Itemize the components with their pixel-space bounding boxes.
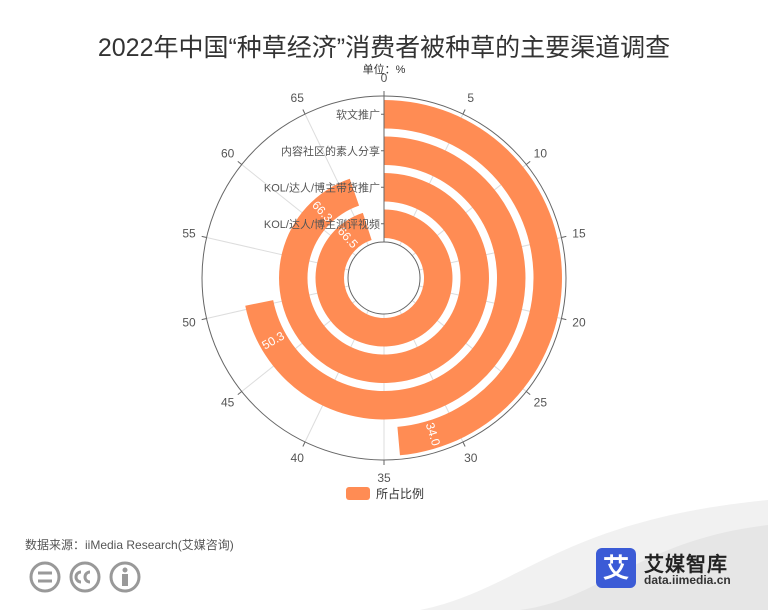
angle-tick-label: 55 bbox=[182, 226, 196, 240]
angle-tick-label: 45 bbox=[221, 396, 235, 410]
cc-icon bbox=[69, 561, 101, 593]
category-label: KOL/达人/博主测评视频 bbox=[264, 217, 380, 231]
angle-tick-label: 40 bbox=[291, 451, 305, 465]
brand-logo-block: 艾 艾媒智库 data.iimedia.cn bbox=[596, 548, 746, 592]
category-label: KOL/达人/博主带货推广 bbox=[264, 180, 380, 194]
creative-commons-icons bbox=[29, 561, 141, 593]
equal-icon bbox=[29, 561, 61, 593]
axis-tick bbox=[237, 391, 243, 395]
angle-tick-label: 20 bbox=[572, 316, 586, 330]
angle-tick-label: 60 bbox=[221, 146, 235, 160]
axis-tick bbox=[462, 109, 466, 115]
axis-tick bbox=[237, 161, 243, 165]
angle-tick-label: 0 bbox=[381, 71, 388, 85]
angle-tick-label: 10 bbox=[534, 146, 548, 160]
category-label: 软文推广 bbox=[336, 107, 380, 121]
axis-tick bbox=[525, 391, 531, 395]
axis-tick bbox=[525, 161, 531, 165]
angle-tick-label: 25 bbox=[534, 396, 548, 410]
legend-label[interactable]: 所占比例 bbox=[376, 486, 424, 501]
angle-tick-label: 30 bbox=[464, 451, 478, 465]
axis-tick bbox=[201, 318, 207, 321]
angle-tick-label: 15 bbox=[572, 226, 586, 240]
axis-tick bbox=[561, 318, 567, 321]
angle-tick-label: 50 bbox=[182, 316, 196, 330]
axis-tick bbox=[302, 109, 306, 115]
brand-name: 艾媒智库 bbox=[644, 554, 728, 576]
axis-tick bbox=[561, 235, 567, 238]
category-label: 内容社区的素人分享 bbox=[281, 144, 380, 158]
axis-tick bbox=[462, 441, 466, 447]
angle-tick-label: 65 bbox=[291, 91, 305, 105]
bar-0 bbox=[384, 100, 562, 456]
page-title: 2022年中国“种草经济”消费者被种草的主要渠道调查 bbox=[97, 34, 671, 62]
value-label: 34.0 bbox=[423, 421, 443, 448]
brand-url: data.iimedia.cn bbox=[644, 573, 731, 587]
iimedia-logo-icon: 艾 bbox=[596, 548, 636, 588]
legend-swatch[interactable] bbox=[346, 487, 370, 500]
angle-tick-label: 35 bbox=[377, 471, 391, 485]
bar-3 bbox=[315, 209, 453, 347]
angle-tick-label: 5 bbox=[467, 91, 474, 105]
inner-circle bbox=[347, 241, 421, 315]
attribution-icon bbox=[109, 561, 141, 593]
axis-tick bbox=[201, 235, 207, 238]
data-source: 数据来源：iiMedia Research(艾媒咨询) bbox=[25, 538, 234, 552]
axis-tick bbox=[302, 441, 306, 447]
unit-label: 单位：% bbox=[363, 62, 406, 76]
